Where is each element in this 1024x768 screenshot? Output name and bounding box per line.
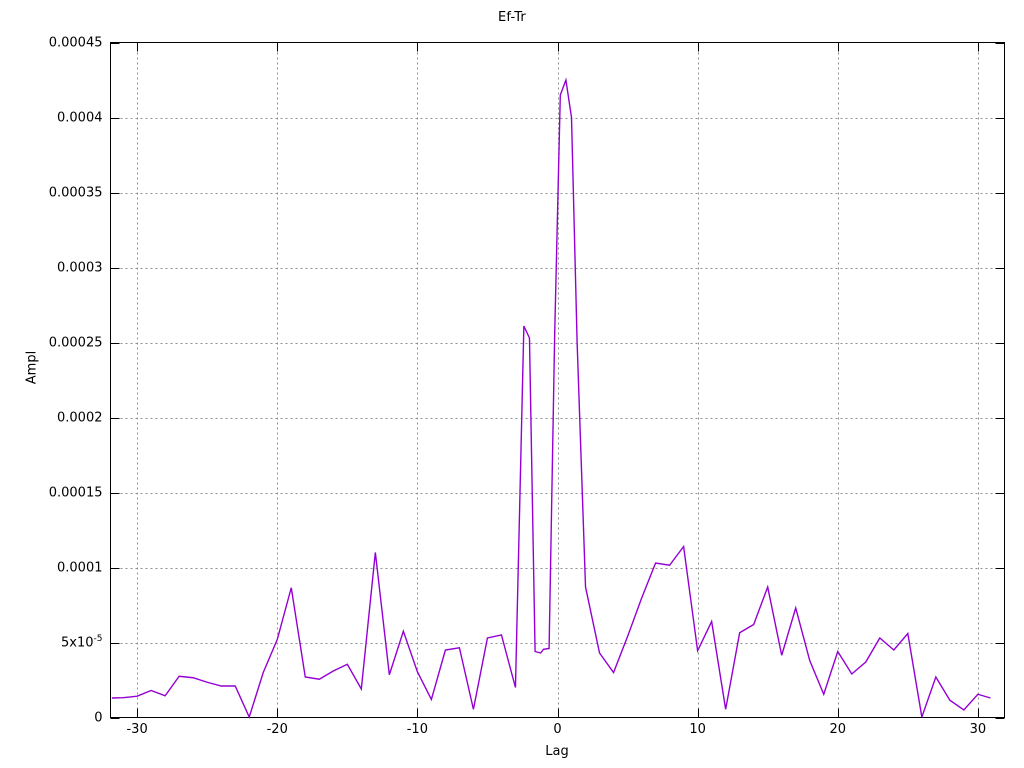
x-axis-label: Lag [545,744,569,759]
y-tick-label: 0 [94,710,103,725]
chart-title: Ef-Tr [498,10,526,25]
y-tick-label: 0.00045 [48,35,103,50]
x-tick-label: 30 [969,722,987,737]
gridlines [110,42,1005,718]
data-series-line [111,77,991,720]
x-tick-label: -20 [266,722,288,737]
axis-ticks [110,42,1005,719]
y-tick-label: 0.00015 [48,485,103,500]
x-tick-label: -10 [406,722,428,737]
data-series-group [111,77,991,720]
y-tick-label: 0.0001 [57,560,103,575]
y-tick-label: 0.0002 [57,410,103,425]
y-tick-label: 0.0003 [57,260,103,275]
y-tick-label: 0.00025 [48,335,103,350]
y-tick-label: 0.0004 [57,110,103,125]
plot-border [110,42,1005,718]
y-tick-label: 0.00035 [48,185,103,200]
x-tick-label: 0 [553,722,562,737]
x-tick-label: 10 [689,722,706,737]
y-tick-label: 5x10-5 [61,633,103,650]
x-tick-label: -30 [126,722,148,737]
x-tick-label: 20 [829,722,847,737]
